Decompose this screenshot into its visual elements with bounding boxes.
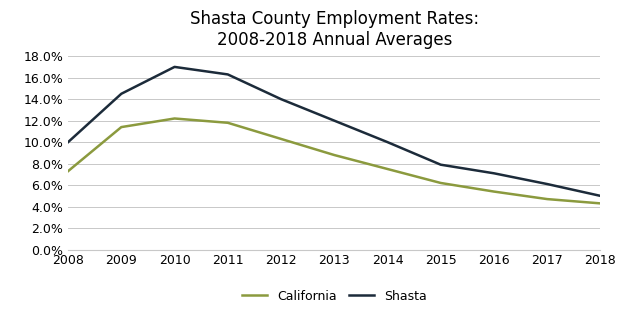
- California: [384, 167, 391, 171]
- Shasta: [224, 73, 232, 76]
- California: [437, 181, 444, 185]
- Shasta: [118, 92, 125, 96]
- Title: Shasta County Employment Rates:
2008-2018 Annual Averages: Shasta County Employment Rates: 2008-201…: [189, 10, 479, 49]
- Shasta: [490, 171, 498, 175]
- California: [118, 125, 125, 129]
- Shasta: [331, 119, 338, 123]
- Shasta: [597, 194, 604, 198]
- California: [224, 121, 232, 125]
- Shasta: [171, 65, 178, 69]
- Line: California: California: [68, 119, 600, 203]
- California: [64, 169, 72, 173]
- Legend: California, Shasta: California, Shasta: [237, 285, 431, 308]
- California: [490, 190, 498, 193]
- California: [543, 197, 551, 201]
- California: [277, 137, 285, 141]
- Shasta: [437, 163, 444, 167]
- California: [331, 153, 338, 157]
- Shasta: [277, 97, 285, 101]
- California: [597, 202, 604, 205]
- Shasta: [384, 140, 391, 144]
- Line: Shasta: Shasta: [68, 67, 600, 196]
- Shasta: [543, 182, 551, 186]
- California: [171, 117, 178, 120]
- Shasta: [64, 140, 72, 144]
